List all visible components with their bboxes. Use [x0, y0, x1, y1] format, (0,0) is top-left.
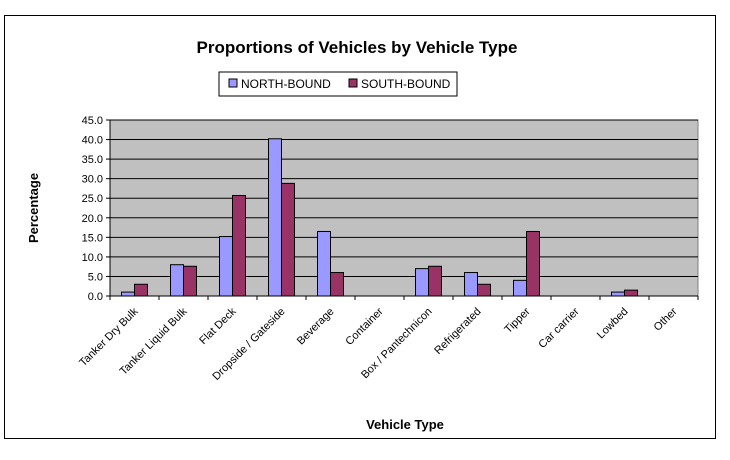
y-axis-ticks: 0.0 5.0 10.0 15.0 20.0 25.0 30.0 35.0 40.0 45.0 — [82, 115, 110, 303]
x-tick-label: Lowbed — [595, 306, 631, 342]
x-axis-label: Vehicle Type — [366, 417, 444, 432]
y-tick-label: 5.0 — [88, 271, 103, 283]
bar-north-bound — [415, 268, 429, 297]
legend: NORTH-BOUND SOUTH-BOUND — [218, 71, 458, 97]
plot-area — [109, 119, 699, 297]
chart-title: Proportions of Vehicles by Vehicle Type — [197, 38, 518, 57]
y-tick-label: 45.0 — [82, 115, 103, 127]
bar-north-bound — [268, 138, 282, 297]
y-tick-label: 25.0 — [82, 193, 103, 205]
bar-north-bound — [513, 279, 527, 297]
x-tick-label: Other — [652, 305, 680, 333]
bar-south-bound — [232, 194, 246, 297]
y-tick-label: 0.0 — [88, 291, 103, 303]
x-tick-label: Beverage — [295, 306, 337, 348]
bar-north-bound — [121, 291, 135, 297]
bar-north-bound — [317, 230, 331, 297]
bar-north-bound — [170, 264, 184, 297]
y-tick-label: 10.0 — [82, 252, 103, 264]
x-tick-label: Container — [343, 305, 385, 347]
gridlines — [110, 119, 698, 277]
bar-south-bound — [281, 182, 295, 297]
y-tick-label: 20.0 — [82, 213, 103, 225]
bar-south-bound — [624, 289, 638, 297]
y-tick-label: 40.0 — [82, 135, 103, 147]
bar-south-bound — [134, 283, 148, 297]
x-axis — [109, 120, 699, 300]
bar-north-bound — [611, 291, 625, 297]
legend-swatch-south-bound — [348, 78, 358, 88]
bars — [121, 138, 638, 297]
bar-south-bound — [526, 230, 540, 297]
bar-south-bound — [477, 283, 491, 297]
legend-label-north-bound: NORTH-BOUND — [241, 77, 331, 91]
bar-south-bound — [183, 265, 197, 297]
bar-south-bound — [428, 265, 442, 297]
x-tick-label: Car carrier — [536, 305, 581, 350]
bar-south-bound — [330, 272, 344, 297]
y-axis-label: Percentage — [26, 173, 41, 243]
x-tick-label: Flat Deck — [197, 305, 239, 347]
legend-swatch-north-bound — [228, 78, 238, 88]
x-tick-label: Refrigerated — [432, 306, 483, 357]
bar-north-bound — [464, 272, 478, 297]
y-tick-label: 35.0 — [82, 154, 103, 166]
bar-north-bound — [219, 236, 233, 297]
y-tick-label: 30.0 — [82, 174, 103, 186]
legend-label-south-bound: SOUTH-BOUND — [361, 77, 451, 91]
x-tick-label: Tipper — [502, 305, 532, 335]
y-tick-label: 15.0 — [82, 232, 103, 244]
